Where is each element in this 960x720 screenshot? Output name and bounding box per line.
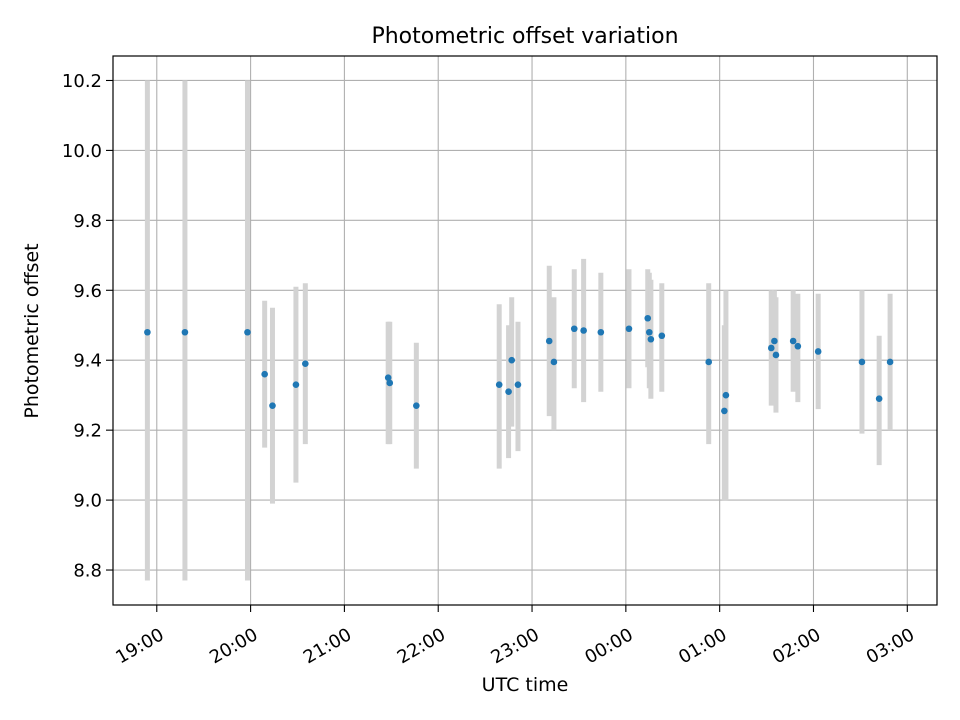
plot-frame [112,55,938,606]
data-point [570,325,578,333]
data-point [514,381,522,389]
data-points [144,314,894,415]
data-point [144,328,151,336]
data-point [386,379,394,387]
data-point [875,395,883,402]
data-point [261,370,268,378]
y-tick-label: 9.4 [73,351,102,372]
data-point [705,358,713,366]
y-tick-label: 9.2 [73,421,102,442]
x-axis-label: UTC time [482,674,569,696]
y-axis-label: Photometric offset [21,243,43,418]
data-point [580,327,587,334]
data-point [550,358,558,366]
data-point [597,328,605,336]
data-point [269,402,276,409]
data-point [767,344,775,352]
y-tick-label: 9.8 [73,211,102,232]
data-point [495,381,503,389]
data-point [789,337,797,345]
data-point [644,314,652,322]
data-point [384,374,392,382]
data-point [722,391,730,399]
data-point [886,358,894,366]
y-tick-label: 10.2 [62,71,102,92]
data-point [413,402,420,409]
y-tick-label: 9.6 [73,281,102,302]
chart-title: Photometric offset variation [371,24,678,49]
data-point [772,351,780,359]
data-point [302,360,309,368]
data-point [646,328,653,336]
y-tick-label: 9.0 [73,491,102,512]
data-point [244,328,251,336]
data-point [625,325,633,333]
data-point [292,381,300,389]
data-point [647,335,655,343]
data-point [508,356,516,364]
data-point [658,332,666,340]
y-tick-label: 8.8 [73,561,102,582]
data-point [545,337,553,345]
grid-lines [113,56,937,605]
data-point [858,358,866,366]
data-point [181,328,189,336]
y-tick-label: 10.0 [62,141,102,162]
data-point [771,337,778,345]
data-point [721,407,728,415]
data-point [794,342,802,350]
y-axis-ticks: 8.8 9.0 9.2 9.4 9.6 9.8 10.0 10.2 [62,71,113,582]
data-point [814,348,822,355]
data-point [505,388,512,395]
